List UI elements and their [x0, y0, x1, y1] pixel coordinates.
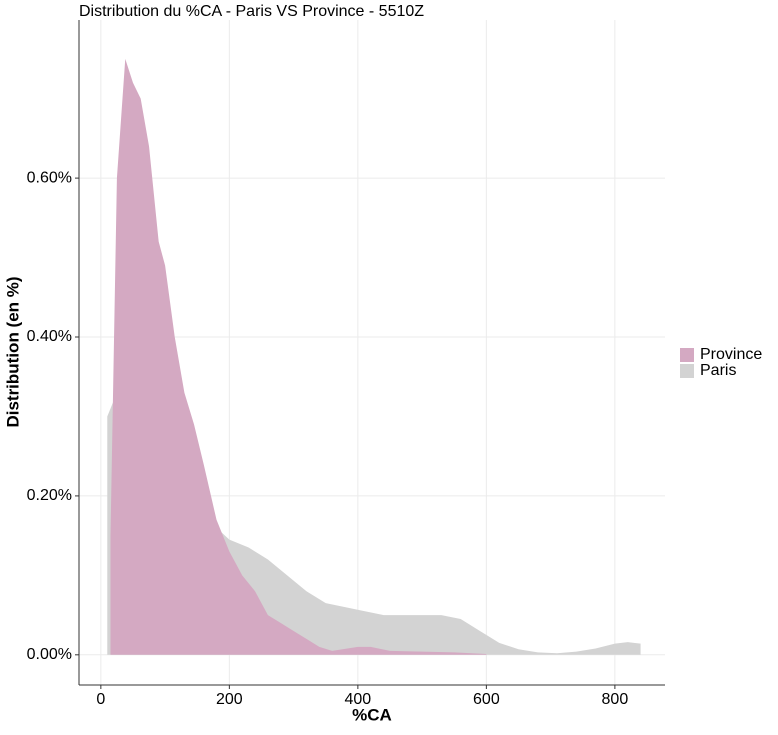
x-tick-label: 400: [345, 691, 372, 708]
y-tick-label: 0.60%: [27, 169, 72, 186]
x-tick-label: 200: [216, 691, 243, 708]
y-tick-label: 0.20%: [27, 487, 72, 504]
x-tick-label: 0: [96, 691, 105, 708]
x-axis-title: %CA: [352, 705, 392, 724]
legend-label: Paris: [700, 362, 736, 379]
chart-title: Distribution du %CA - Paris VS Province …: [79, 3, 424, 20]
legend-swatch: [680, 348, 694, 362]
density-area: [110, 58, 487, 655]
y-tick-label: 0.40%: [27, 328, 72, 345]
x-tick-label: 600: [473, 691, 500, 708]
y-axis-title: Distribution (en %): [3, 276, 22, 427]
y-tick-label: 0.00%: [27, 646, 72, 663]
legend-swatch: [680, 364, 694, 378]
x-tick-label: 800: [602, 691, 629, 708]
legend-label: Province: [700, 346, 762, 363]
